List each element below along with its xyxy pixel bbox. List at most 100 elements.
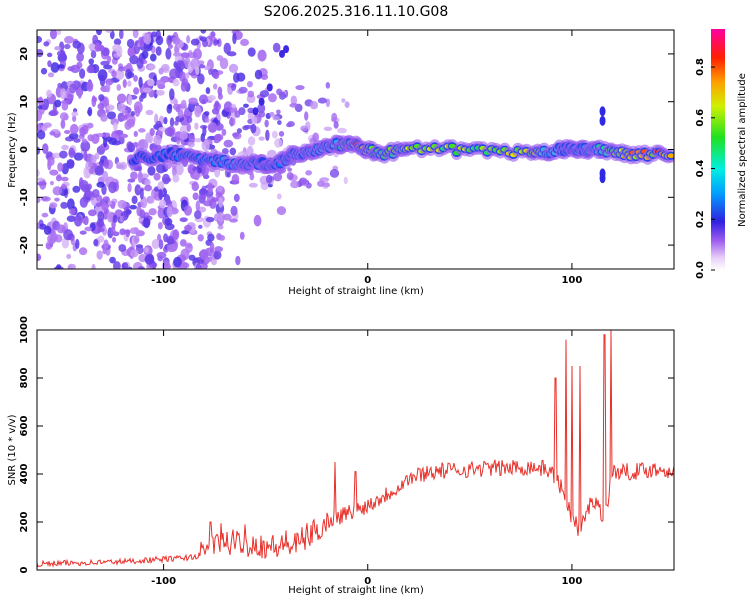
- heatmap-cell: [86, 65, 95, 74]
- heatmap-cell: [167, 43, 173, 50]
- heatmap-cell: [37, 35, 43, 44]
- heatmap-cell: [97, 211, 105, 223]
- heatmap-cell: [42, 143, 49, 154]
- heatmap-cell: [60, 50, 66, 62]
- heatmap-cell: [52, 152, 62, 159]
- heatmap-cell: [162, 260, 171, 269]
- heatmap-cell: [264, 119, 269, 128]
- heatmap-cell: [37, 222, 40, 230]
- heatmap-cell: [252, 107, 259, 116]
- heatmap-cell: [258, 97, 265, 106]
- heatmap-cell: [133, 87, 140, 95]
- heatmap-cell: [118, 244, 127, 252]
- heatmap-cell: [59, 112, 69, 121]
- heatmap-cell: [97, 227, 105, 233]
- heatmap-cell: [213, 83, 218, 90]
- heatmap-cell: [309, 100, 319, 110]
- heatmap-cell: [73, 152, 84, 161]
- snr-x-tick-label: -100: [151, 576, 176, 587]
- heatmap-cell: [105, 30, 113, 33]
- heatmap-cell: [129, 204, 138, 210]
- heatmap-cell: [163, 116, 168, 125]
- heatmap-cell: [164, 217, 173, 226]
- heatmap-cell: [187, 141, 195, 148]
- heatmap-cell: [232, 132, 239, 138]
- heatmap-cell: [142, 87, 152, 93]
- heatmap-cell: [207, 233, 215, 242]
- colorbar-ticks: 0.0 0.2 0.4 0.6 0.8: [695, 58, 715, 279]
- heatmap-cell: [49, 202, 58, 209]
- heatmap-cell: [77, 87, 83, 100]
- heatmap-cell: [132, 30, 139, 39]
- heatmap-cell: [278, 131, 285, 137]
- heatmap-cell: [108, 181, 117, 194]
- heatmap-cell: [127, 46, 135, 57]
- heatmap-cell: [83, 151, 88, 161]
- heatmap-cell: [216, 185, 223, 192]
- heatmap-cell: [238, 86, 248, 94]
- heatmap-cell: [111, 130, 121, 141]
- heatmap-cell: [43, 122, 52, 128]
- heatmap-cell: [222, 213, 232, 221]
- heatmap-cell: [106, 104, 115, 111]
- heatmap-cell: [72, 185, 81, 193]
- heatmap-cell: [156, 251, 167, 259]
- heatmap-cell: [111, 236, 117, 243]
- heatmap-cell: [105, 82, 111, 93]
- heatmap-cell: [179, 131, 188, 140]
- heatmap-cell: [49, 181, 54, 186]
- heatmap-cell: [76, 52, 84, 62]
- heatmap-cell: [276, 109, 281, 115]
- heatmap-cell: [87, 134, 94, 142]
- heatmap-cell: [112, 261, 121, 269]
- heatmap-cell: [92, 189, 100, 198]
- heatmap-cell: [341, 98, 346, 103]
- heatmap-cell: [323, 126, 333, 132]
- heatmap-cell: [317, 180, 325, 187]
- heatmap-cell: [247, 136, 256, 146]
- heatmap-cell: [129, 227, 140, 235]
- heatmap-cell: [108, 137, 118, 145]
- colorbar-tick-label: 0.0: [695, 261, 706, 279]
- heatmap-cell: [137, 266, 146, 269]
- heatmap-cell: [49, 169, 59, 176]
- heatmap-cell: [200, 30, 207, 34]
- heatmap-cell: [231, 83, 237, 91]
- heatmap-cell: [179, 217, 188, 223]
- heatmap-cell: [212, 38, 218, 46]
- heatmap-cell: [40, 67, 48, 75]
- heatmap-cell: [172, 174, 180, 183]
- heatmap-cell: [195, 65, 200, 76]
- heatmap-cell: [127, 183, 132, 193]
- heatmap-cell: [172, 165, 177, 177]
- heatmap-cell: [67, 93, 74, 102]
- heatmap-cell: [96, 30, 102, 36]
- heatmap-cell: [90, 50, 97, 59]
- heatmap-cell: [337, 127, 347, 134]
- heatmap-cell: [300, 125, 309, 132]
- heatmap-cell: [201, 139, 210, 152]
- heatmap-cell: [231, 103, 237, 109]
- heatmap-cell: [93, 238, 99, 247]
- heatmap-cell: [157, 181, 165, 191]
- heatmap-cell: [243, 103, 249, 108]
- heatmap-cell: [169, 117, 175, 128]
- snr-y-label: SNR (10 * v/v): [7, 414, 18, 485]
- heatmap-cell: [209, 241, 215, 254]
- heatmap-cell: [56, 264, 62, 269]
- heatmap-cell: [66, 215, 76, 223]
- heatmap-cell: [248, 182, 258, 188]
- heatmap-cell: [138, 254, 147, 263]
- heatmap-cell: [175, 105, 181, 113]
- heatmap-cell: [110, 203, 116, 210]
- heatmap-cell: [251, 116, 258, 125]
- colorbar-tick-label: 0.8: [695, 58, 706, 76]
- heatmap-cell: [258, 136, 265, 141]
- heatmap-cell: [100, 60, 110, 66]
- heatmap-cell: [157, 207, 166, 219]
- heatmap-cell: [102, 196, 110, 201]
- heatmap-cell: [101, 202, 109, 212]
- heatmap-cell: [133, 130, 138, 137]
- heatmap-cell: [325, 82, 331, 89]
- heatmap-cell: [247, 47, 256, 57]
